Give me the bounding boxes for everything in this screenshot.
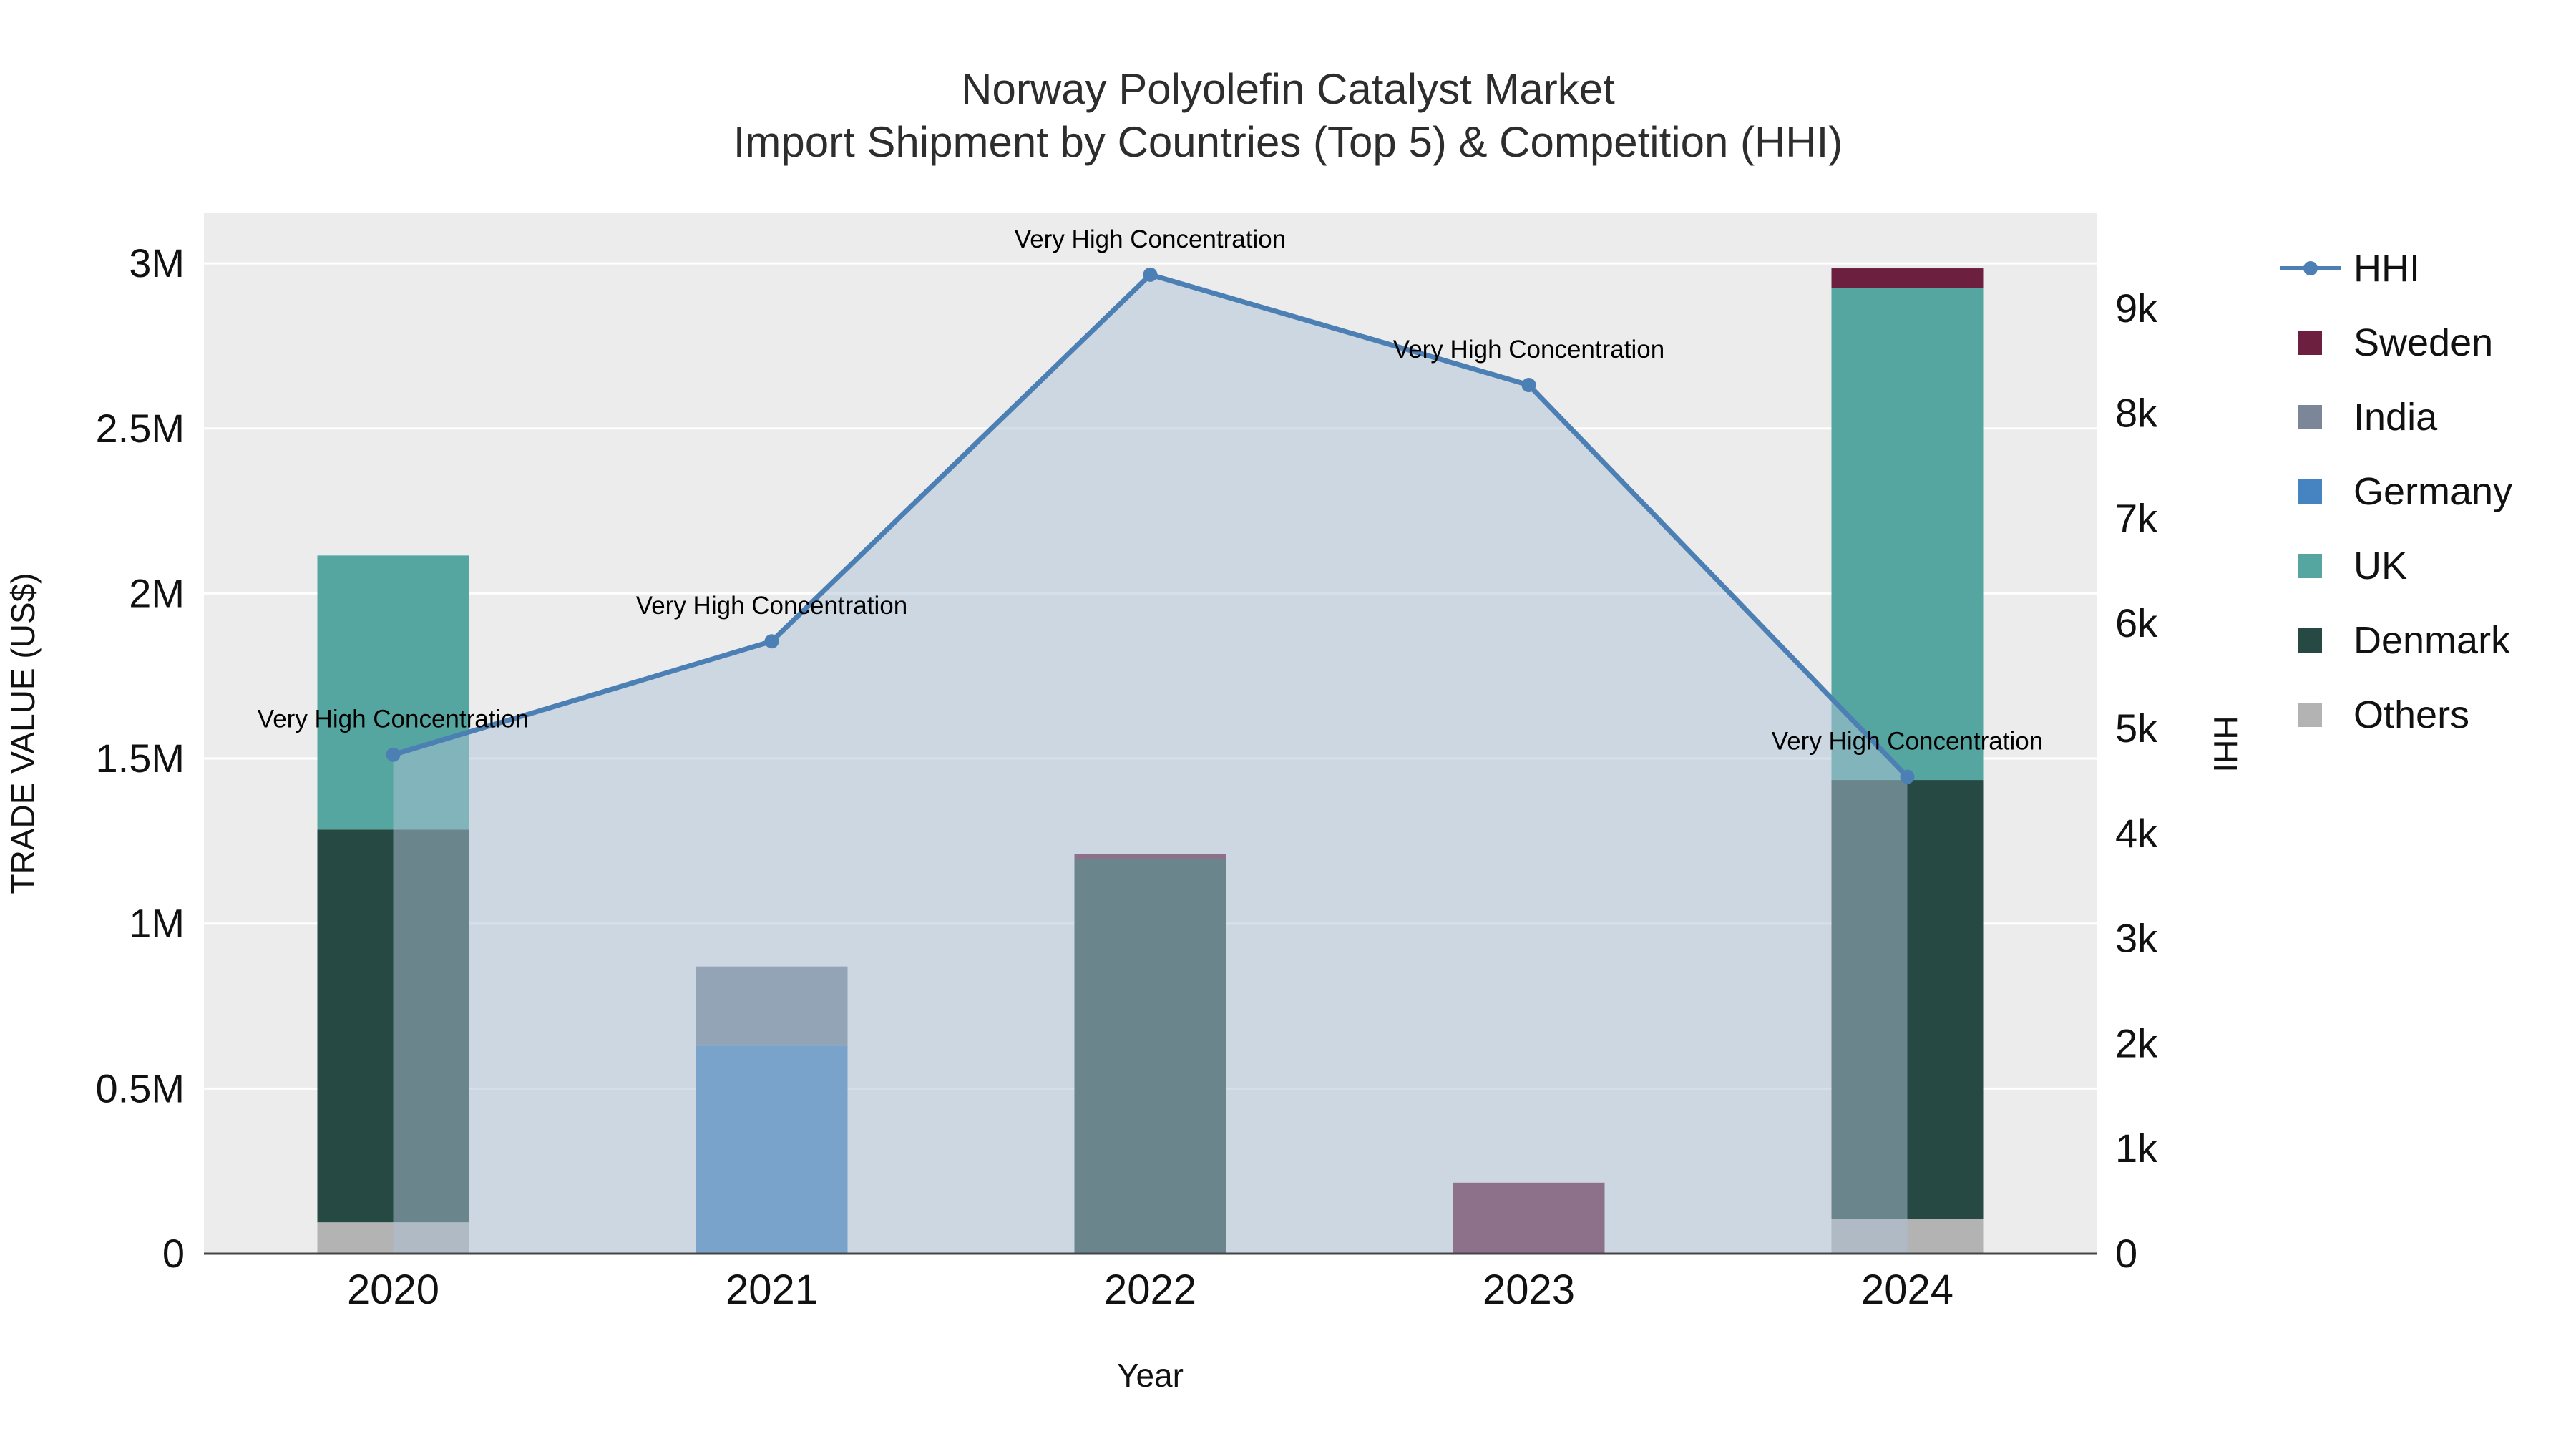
hhi-marker-2020	[386, 747, 401, 762]
annotation-2022: Very High Concentration	[1015, 225, 1286, 253]
legend-label: Denmark	[2353, 619, 2511, 662]
chart-title: Norway Polyolefin Catalyst Market	[961, 65, 1615, 113]
y-right-tick-label: 0	[2115, 1231, 2137, 1276]
x-axis-title: Year	[1117, 1357, 1184, 1394]
y-left-tick-label: 1M	[129, 901, 185, 946]
legend-item-germany[interactable]: Germany	[2279, 469, 2512, 514]
x-tick-label: 2021	[726, 1267, 818, 1313]
x-tick-label: 2022	[1104, 1267, 1196, 1313]
legend-swatch-denmark	[2279, 626, 2342, 655]
y-right-tick-label: 6k	[2115, 600, 2158, 645]
y-right-tick-label: 2k	[2115, 1020, 2158, 1065]
legend-swatch-germany	[2279, 477, 2342, 506]
legend: HHI Sweden India Germany UK Denmark Others	[2279, 246, 2512, 737]
y-left-tick-label: 0	[162, 1231, 185, 1276]
y-right-tick-label: 5k	[2115, 706, 2158, 751]
legend-label: HHI	[2353, 247, 2420, 290]
legend-label: UK	[2353, 545, 2408, 587]
legend-label: Sweden	[2353, 321, 2494, 364]
x-tick-label: 2020	[347, 1267, 439, 1313]
y-axis-title-right: HHI	[2207, 716, 2244, 772]
annotation-2021: Very High Concentration	[636, 592, 907, 620]
legend-line-marker-glyph	[2279, 254, 2342, 283]
y-right-tick-label: 1k	[2115, 1126, 2158, 1171]
chart-subtitle: Import Shipment by Countries (Top 5) & C…	[733, 118, 1843, 166]
y-left-tick-label: 0.5M	[96, 1065, 185, 1111]
annotation-2023: Very High Concentration	[1393, 336, 1664, 364]
hhi-marker-2022	[1143, 267, 1158, 282]
legend-swatch-sweden	[2279, 328, 2342, 357]
legend-color-square	[2298, 628, 2322, 653]
hhi-marker-2021	[764, 634, 779, 649]
y-axis-title-left: TRADE VALUE (US$)	[4, 572, 42, 894]
legend-color-square	[2298, 331, 2322, 355]
legend-label: Others	[2353, 693, 2470, 736]
y-left-tick-label: 2.5M	[96, 406, 185, 451]
legend-item-others[interactable]: Others	[2279, 693, 2512, 737]
hhi-marker-2024	[1900, 769, 1915, 784]
legend-color-square	[2298, 479, 2322, 504]
bar-segment-sweden-2024	[1831, 268, 1984, 288]
y-left-tick-label: 1.5M	[96, 736, 185, 781]
legend-item-uk[interactable]: UK	[2279, 544, 2512, 588]
legend-swatch-others	[2279, 701, 2342, 729]
y-right-tick-label: 3k	[2115, 916, 2158, 961]
legend-color-square	[2298, 405, 2322, 429]
y-right-tick-label: 7k	[2115, 495, 2158, 540]
x-tick-label: 2023	[1483, 1267, 1575, 1313]
legend-color-square	[2298, 554, 2322, 578]
chart-title-block: Norway Polyolefin Catalyst Market Import…	[0, 63, 2576, 169]
y-right-tick-label: 4k	[2115, 811, 2158, 856]
y-right-tick-label: 8k	[2115, 391, 2158, 436]
legend-label: India	[2353, 396, 2438, 439]
legend-label: Germany	[2353, 470, 2513, 513]
annotation-2020: Very High Concentration	[258, 706, 529, 733]
y-left-tick-label: 2M	[129, 570, 185, 615]
legend-swatch-uk	[2279, 552, 2342, 580]
legend-color-square	[2298, 703, 2322, 727]
legend-item-sweden[interactable]: Sweden	[2279, 321, 2512, 365]
hhi-area-fill	[393, 274, 1908, 1254]
legend-item-india[interactable]: India	[2279, 395, 2512, 439]
bar-segment-uk-2024	[1831, 288, 1984, 781]
x-tick-label: 2024	[1861, 1267, 1953, 1313]
hhi-marker-2023	[1521, 378, 1536, 393]
annotation-2024: Very High Concentration	[1772, 728, 2043, 756]
y-right-tick-label: 9k	[2115, 286, 2158, 331]
legend-item-denmark[interactable]: Denmark	[2279, 618, 2512, 663]
legend-item-hhi[interactable]: HHI	[2279, 246, 2512, 291]
legend-swatch-india	[2279, 403, 2342, 431]
y-left-tick-label: 3M	[129, 240, 185, 286]
